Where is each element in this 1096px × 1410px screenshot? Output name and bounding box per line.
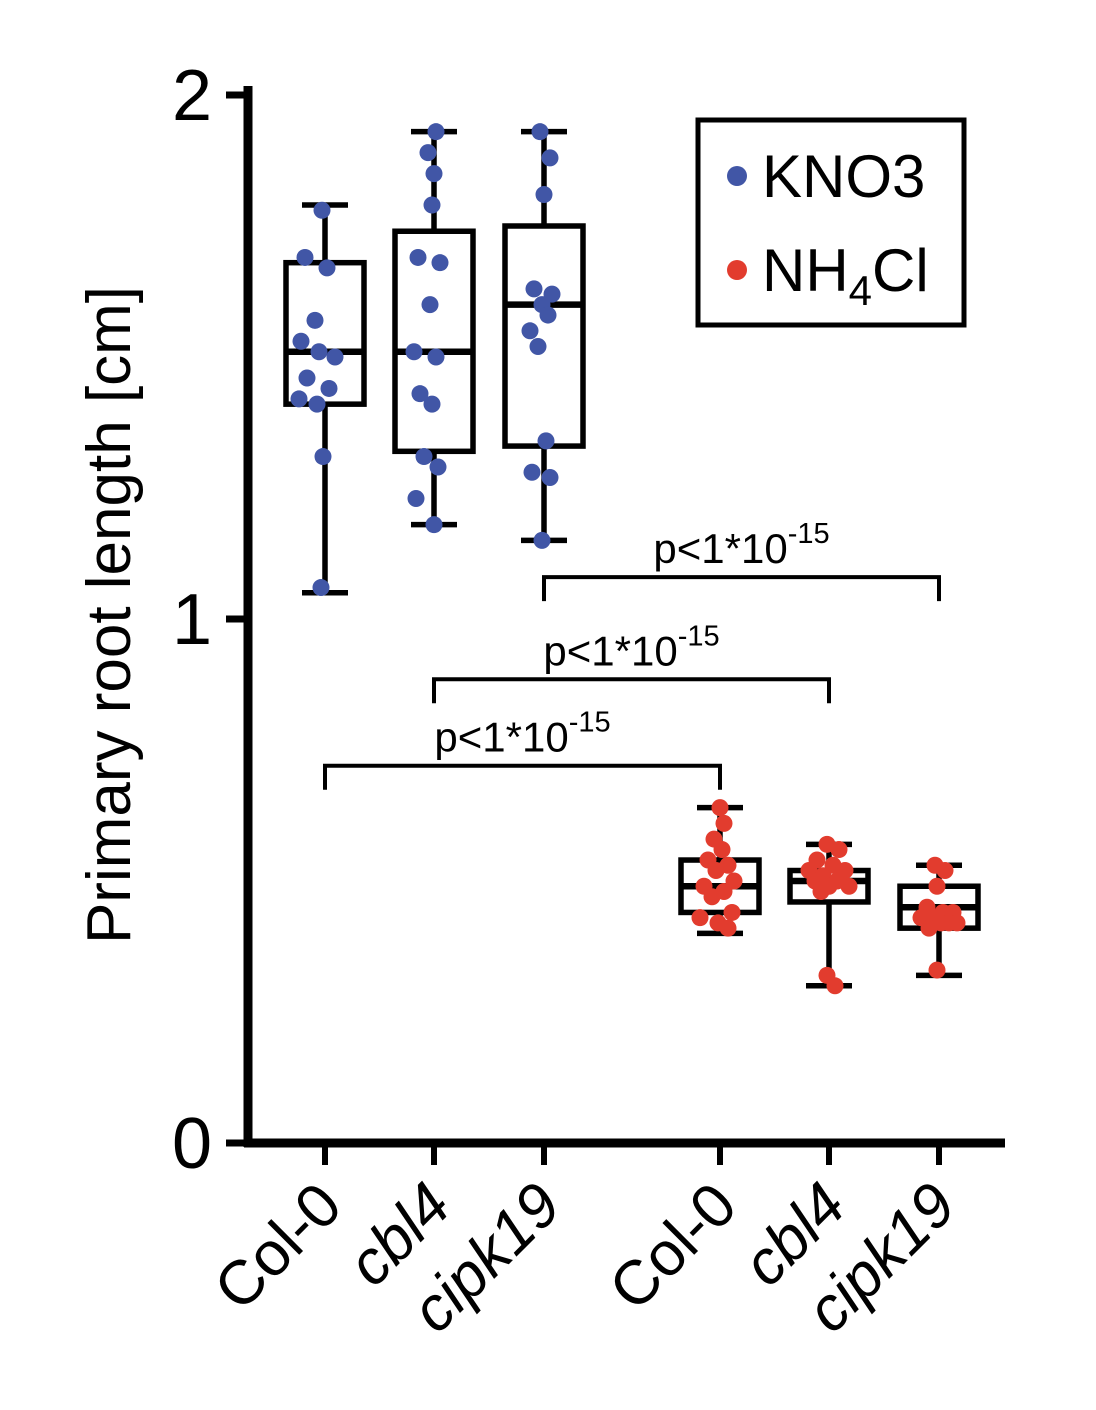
x-tick-label: Col-0 (201, 1170, 355, 1324)
data-point (920, 919, 938, 937)
data-point (425, 516, 443, 534)
data-point (529, 338, 547, 356)
data-point (715, 814, 733, 832)
data-point (928, 877, 946, 895)
data-point (409, 248, 427, 266)
x-tick-label: Col-0 (596, 1170, 750, 1324)
data-point (421, 296, 439, 314)
p-value-label: p<1*10-15 (543, 620, 719, 674)
y-tick-label: 2 (172, 56, 212, 136)
data-point (415, 448, 433, 466)
significance-bracket (432, 677, 831, 704)
data-point (320, 379, 338, 397)
data-point (296, 248, 314, 266)
data-point (425, 165, 443, 183)
data-point (407, 489, 425, 507)
data-point (306, 311, 324, 329)
data-point (312, 579, 330, 597)
data-point (531, 123, 549, 141)
box (502, 223, 586, 449)
data-point (423, 196, 441, 214)
box (392, 228, 476, 455)
data-point (314, 448, 332, 466)
data-point (427, 123, 445, 141)
data-point (411, 385, 429, 403)
data-point (539, 306, 557, 324)
data-point (523, 463, 541, 481)
data-point (812, 882, 830, 900)
data-point (419, 144, 437, 162)
legend-label-kno3: KNO3 (762, 143, 925, 210)
y-tick-label: 0 (172, 1104, 212, 1184)
data-point (298, 369, 316, 387)
data-point (308, 395, 326, 413)
data-point (533, 531, 551, 549)
p-value-label: p<1*10-15 (434, 707, 610, 761)
data-point (948, 914, 966, 932)
data-point (427, 348, 445, 366)
data-point (429, 458, 447, 476)
data-point (830, 841, 848, 859)
legend-label-nh4cl: NH4Cl (762, 237, 929, 314)
data-point (707, 862, 725, 880)
data-point (313, 201, 331, 219)
data-point (318, 259, 336, 277)
legend-marker-nh4cl (727, 260, 747, 280)
data-point (541, 149, 559, 167)
data-point (537, 432, 555, 450)
data-point (711, 799, 729, 817)
significance-bracket (542, 575, 941, 602)
significance-bracket (323, 763, 722, 790)
data-point (290, 390, 308, 408)
data-point (326, 348, 344, 366)
data-point (691, 909, 709, 927)
data-point (936, 862, 954, 880)
p-value-label: p<1*10-15 (653, 518, 829, 572)
data-point (703, 888, 721, 906)
data-point (535, 186, 553, 204)
legend-box (695, 117, 967, 328)
data-point (541, 469, 559, 487)
y-axis-label: Primary root length [cm] (75, 286, 144, 944)
data-point (840, 877, 858, 895)
data-point (521, 322, 539, 340)
data-point (713, 841, 731, 859)
data-point (423, 395, 441, 413)
data-point (431, 254, 449, 272)
data-point (310, 343, 328, 361)
data-point (723, 903, 741, 921)
data-point (719, 919, 737, 937)
data-point (826, 977, 844, 995)
data-point (405, 343, 423, 361)
y-tick-label: 1 (172, 580, 212, 660)
data-point (928, 961, 946, 979)
data-point (292, 332, 310, 350)
data-point (525, 280, 543, 298)
legend-marker-kno3 (727, 166, 747, 186)
